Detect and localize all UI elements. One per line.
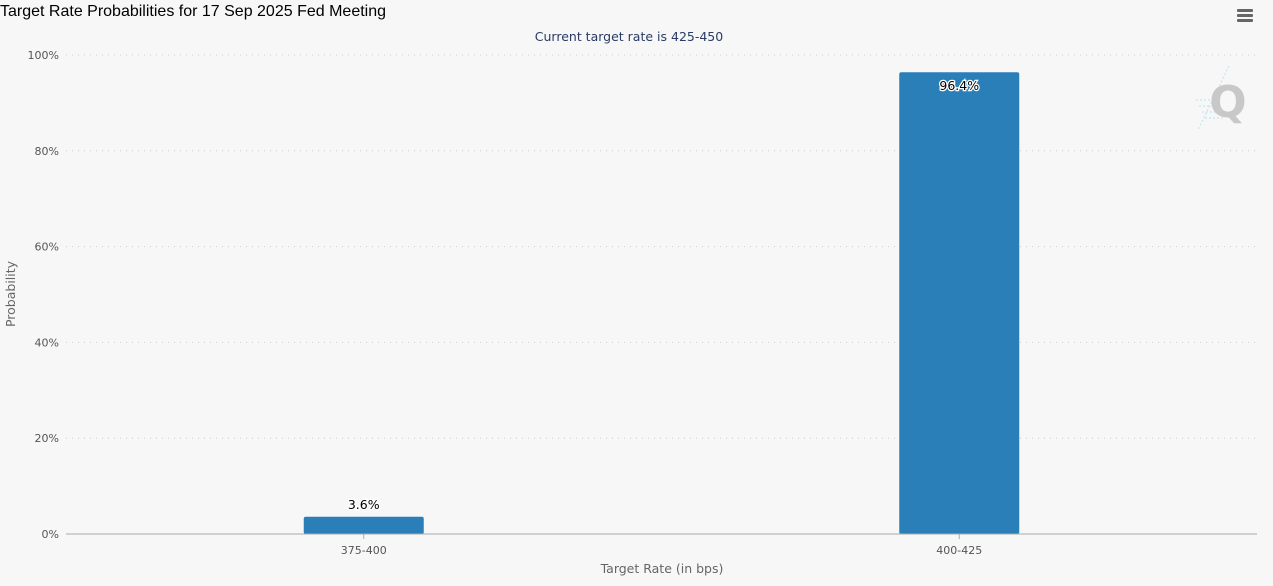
- chart-title: Target Rate Probabilities for 17 Sep 202…: [0, 3, 387, 20]
- data-label-375-400: 3.6%: [348, 497, 380, 512]
- chart-subtitle: Current target rate is 425-450: [535, 29, 723, 44]
- grid-lines: [66, 54, 1257, 439]
- y-tick-label: 80%: [35, 145, 59, 158]
- y-tick-label: 100%: [28, 49, 59, 62]
- y-tick-label: 20%: [35, 432, 59, 445]
- x-axis-ticks: 375-400 400-425: [341, 534, 982, 557]
- data-label-400-425: 96.4%: [939, 78, 979, 93]
- x-axis-title: Target Rate (in bps): [600, 561, 724, 576]
- y-tick-label: 0%: [42, 528, 59, 541]
- data-labels: 3.6% 96.4%: [347, 77, 981, 513]
- y-axis-ticks: 0% 20% 40% 60% 80% 100%: [28, 49, 59, 541]
- q-logo-icon: Q: [1196, 65, 1247, 131]
- bar-375-400[interactable]: [303, 516, 424, 534]
- x-tick-label: 400-425: [936, 544, 982, 557]
- bar-400-425[interactable]: [899, 72, 1020, 534]
- svg-text:Q: Q: [1209, 77, 1246, 128]
- y-axis-title: Probability: [3, 260, 18, 327]
- y-tick-label: 60%: [35, 241, 59, 254]
- hamburger-menu-icon[interactable]: [1234, 8, 1256, 26]
- y-tick-label: 40%: [35, 336, 59, 349]
- x-tick-label: 375-400: [341, 544, 387, 557]
- bars: [303, 72, 1020, 534]
